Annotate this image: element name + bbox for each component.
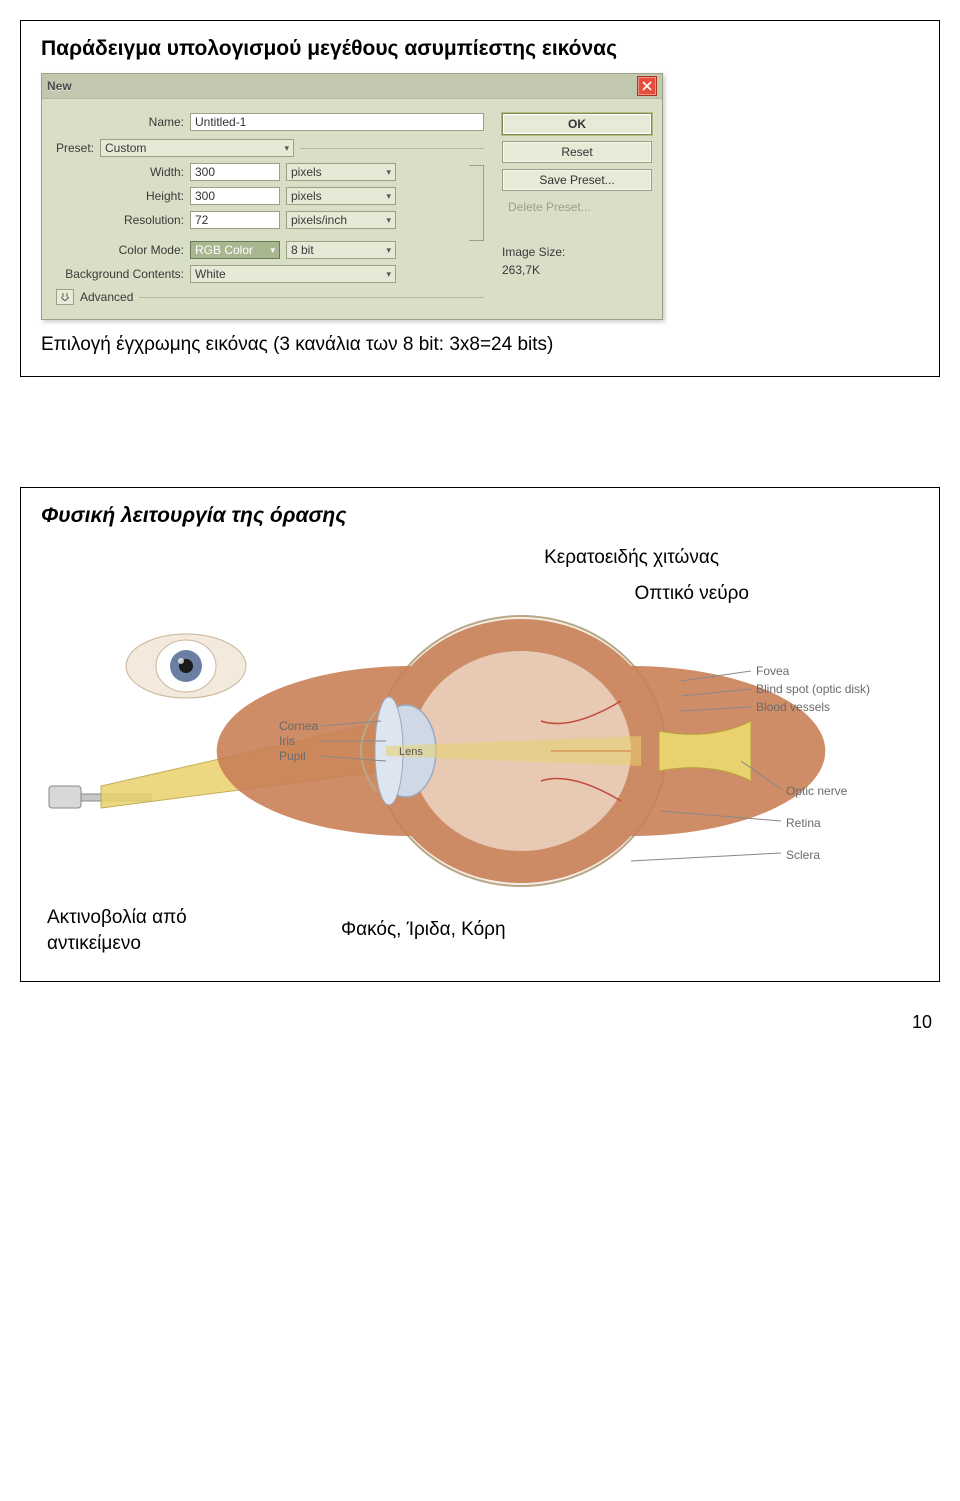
chevron-down-icon: ▾ — [386, 245, 391, 256]
reset-button[interactable]: Reset — [502, 141, 652, 163]
page-number: 10 — [20, 1012, 940, 1033]
image-size-label: Image Size: — [502, 245, 652, 259]
chevron-down-icon: ▾ — [284, 143, 289, 154]
blindspot-en-label: Blind spot (optic disk) — [756, 682, 870, 696]
slide-2: Φυσική λειτουργία της όρασης Κερατοειδής… — [20, 487, 940, 981]
preset-select[interactable]: Custom ▾ — [100, 139, 294, 157]
chevron-down-icon: ▾ — [386, 269, 391, 280]
dialog-right: OK Reset Save Preset... Delete Preset...… — [502, 113, 652, 305]
resolution-input[interactable]: 72 — [190, 211, 280, 229]
bgcontents-value: White — [195, 267, 226, 281]
pupil-en-label: Pupil — [279, 749, 306, 763]
opticnerve-en-label: Optic nerve — [786, 784, 847, 798]
link-bracket — [469, 165, 484, 241]
advanced-label: Advanced — [80, 290, 133, 304]
divider — [139, 297, 484, 298]
sclera-en-label: Sclera — [786, 848, 820, 862]
bgcontents-label: Background Contents: — [56, 267, 184, 281]
colormode-value: RGB Color — [195, 243, 253, 257]
iris-en-label: Iris — [279, 734, 295, 748]
delete-preset-button: Delete Preset... — [502, 197, 652, 217]
dialog-left: Name: Untitled-1 Preset: Custom ▾ Width: — [56, 113, 484, 305]
advanced-toggle[interactable] — [56, 289, 74, 305]
slide-1: Παράδειγμα υπολογισμού μεγέθους ασυμπίεσ… — [20, 20, 940, 377]
bloodvessels-en-label: Blood vessels — [756, 700, 830, 714]
save-preset-button[interactable]: Save Preset... — [502, 169, 652, 191]
preset-label: Preset: — [56, 141, 94, 155]
eye-diagram-area: Κερατοειδής χιτώνας Οπτικό νεύρο — [41, 541, 919, 961]
radiation-label: Ακτινοβολία από αντικείμενο — [47, 905, 227, 956]
lens-en-label: Lens — [399, 746, 423, 758]
photo-eye — [126, 634, 246, 698]
resolution-unit-value: pixels/inch — [291, 213, 347, 227]
ok-button[interactable]: OK — [502, 113, 652, 135]
image-size-info: Image Size: 263,7K — [502, 245, 652, 277]
colordepth-select[interactable]: 8 bit ▾ — [286, 241, 396, 259]
width-unit-value: pixels — [291, 165, 322, 179]
new-dialog: New Name: Untitled-1 Preset: Custom ▾ — [41, 73, 663, 320]
preset-value: Custom — [105, 141, 146, 155]
height-input[interactable]: 300 — [190, 187, 280, 205]
name-input[interactable]: Untitled-1 — [190, 113, 484, 131]
resolution-label: Resolution: — [56, 213, 184, 227]
dialog-body: Name: Untitled-1 Preset: Custom ▾ Width: — [42, 99, 662, 319]
resolution-unit-select[interactable]: pixels/inch ▾ — [286, 211, 396, 229]
slide-1-caption: Επιλογή έγχρωμης εικόνας (3 κανάλια των … — [41, 334, 919, 356]
height-label: Height: — [56, 189, 184, 203]
name-label: Name: — [56, 115, 184, 129]
dialog-titlebar: New — [42, 74, 662, 99]
cornea-en-label: Cornea — [279, 719, 318, 733]
colormode-label: Color Mode: — [56, 243, 184, 257]
close-icon[interactable] — [637, 76, 657, 96]
retina-en-label: Retina — [786, 816, 821, 830]
slide-1-title: Παράδειγμα υπολογισμού μεγέθους ασυμπίεσ… — [41, 35, 919, 63]
height-unit-value: pixels — [291, 189, 322, 203]
slide-2-title: Φυσική λειτουργία της όρασης — [41, 502, 919, 530]
fovea-en-label: Fovea — [756, 664, 789, 678]
chevron-down-icon: ▾ — [386, 215, 391, 226]
eye-diagram-svg: Lens — [41, 571, 901, 921]
dialog-title-text: New — [47, 79, 72, 93]
lens-iris-pupil-label: Φακός, Ίριδα, Κόρη — [341, 919, 506, 941]
width-input[interactable]: 300 — [190, 163, 280, 181]
divider — [300, 148, 484, 149]
width-unit-select[interactable]: pixels ▾ — [286, 163, 396, 181]
chevron-down-icon: ▾ — [386, 167, 391, 178]
cornea-gr-label: Κερατοειδής χιτώνας — [544, 547, 719, 569]
height-unit-select[interactable]: pixels ▾ — [286, 187, 396, 205]
chevron-down-icon: ▾ — [270, 245, 275, 256]
bgcontents-select[interactable]: White ▾ — [190, 265, 396, 283]
colordepth-value: 8 bit — [291, 243, 314, 257]
image-size-value: 263,7K — [502, 263, 652, 277]
colormode-select[interactable]: RGB Color ▾ — [190, 241, 280, 259]
eyeball: Lens — [217, 616, 826, 886]
chevron-down-icon: ▾ — [386, 191, 391, 202]
width-label: Width: — [56, 165, 184, 179]
